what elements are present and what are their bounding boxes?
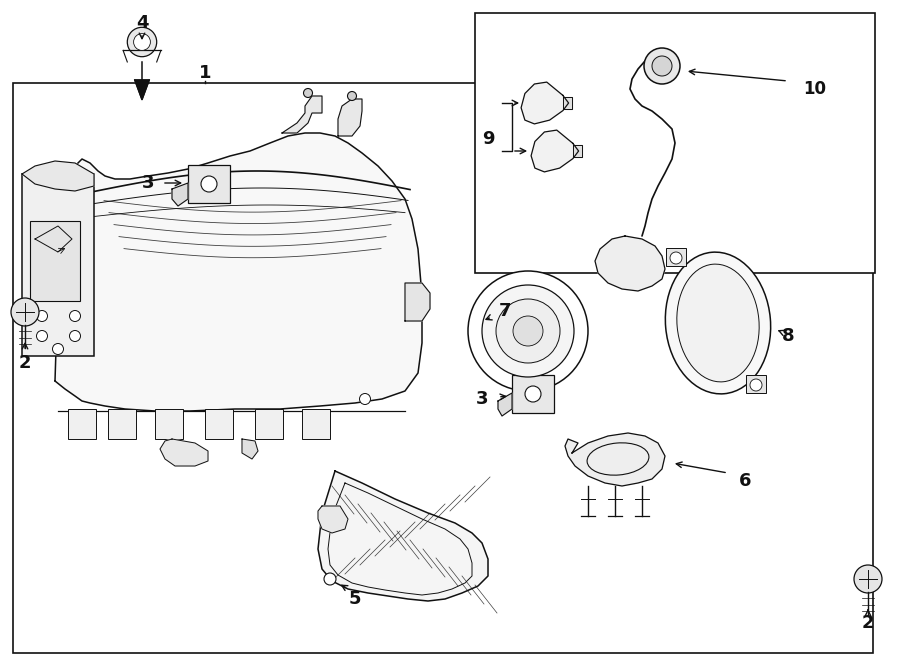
Circle shape: [37, 330, 48, 342]
Ellipse shape: [665, 252, 770, 394]
Polygon shape: [55, 133, 422, 411]
Circle shape: [201, 176, 217, 192]
Polygon shape: [135, 80, 149, 100]
Circle shape: [854, 565, 882, 593]
Polygon shape: [22, 161, 94, 191]
Circle shape: [513, 316, 543, 346]
Polygon shape: [242, 439, 258, 459]
Circle shape: [303, 89, 312, 98]
Text: 10: 10: [804, 80, 826, 98]
Text: 2: 2: [19, 354, 32, 372]
Bar: [205, 409, 233, 439]
Polygon shape: [498, 393, 512, 416]
Bar: [512, 375, 554, 413]
Text: 6: 6: [739, 472, 752, 490]
Bar: [746, 375, 766, 393]
Polygon shape: [573, 145, 582, 157]
Circle shape: [127, 27, 157, 57]
Polygon shape: [531, 130, 579, 172]
Polygon shape: [160, 439, 208, 466]
Polygon shape: [318, 471, 488, 601]
Bar: [155, 409, 183, 439]
Circle shape: [750, 379, 762, 391]
Circle shape: [359, 393, 371, 405]
Text: 1: 1: [199, 64, 212, 82]
Circle shape: [670, 252, 682, 264]
Bar: [255, 409, 283, 439]
Polygon shape: [282, 96, 322, 133]
Text: 3: 3: [476, 390, 488, 408]
Circle shape: [69, 330, 80, 342]
Text: 7: 7: [499, 302, 511, 320]
Ellipse shape: [677, 264, 760, 382]
Circle shape: [52, 344, 64, 354]
Circle shape: [324, 573, 336, 585]
Circle shape: [468, 271, 588, 391]
Polygon shape: [565, 433, 665, 486]
Bar: [30, 221, 80, 301]
Circle shape: [37, 311, 48, 321]
Circle shape: [644, 48, 680, 84]
Circle shape: [347, 91, 356, 100]
Polygon shape: [562, 97, 572, 108]
Bar: [475, 13, 875, 273]
Polygon shape: [405, 283, 430, 321]
Circle shape: [482, 285, 574, 377]
Circle shape: [133, 34, 150, 50]
Circle shape: [652, 56, 672, 76]
Polygon shape: [521, 82, 569, 124]
Circle shape: [525, 386, 541, 402]
Polygon shape: [172, 183, 188, 206]
Bar: [666, 248, 686, 266]
Bar: [108, 409, 136, 439]
Text: 8: 8: [782, 327, 795, 345]
Bar: [302, 409, 330, 439]
Polygon shape: [595, 236, 665, 291]
Text: 3: 3: [142, 174, 154, 192]
Text: 2: 2: [862, 614, 874, 632]
Text: 9: 9: [482, 130, 494, 148]
Polygon shape: [318, 506, 348, 533]
Text: 4: 4: [136, 14, 149, 32]
Polygon shape: [338, 99, 362, 136]
Circle shape: [69, 311, 80, 321]
Circle shape: [496, 299, 560, 363]
Text: 5: 5: [349, 590, 361, 608]
Bar: [68, 409, 96, 439]
Bar: [22, 174, 94, 356]
Circle shape: [11, 298, 39, 326]
Bar: [13, 83, 873, 653]
Bar: [188, 165, 230, 203]
